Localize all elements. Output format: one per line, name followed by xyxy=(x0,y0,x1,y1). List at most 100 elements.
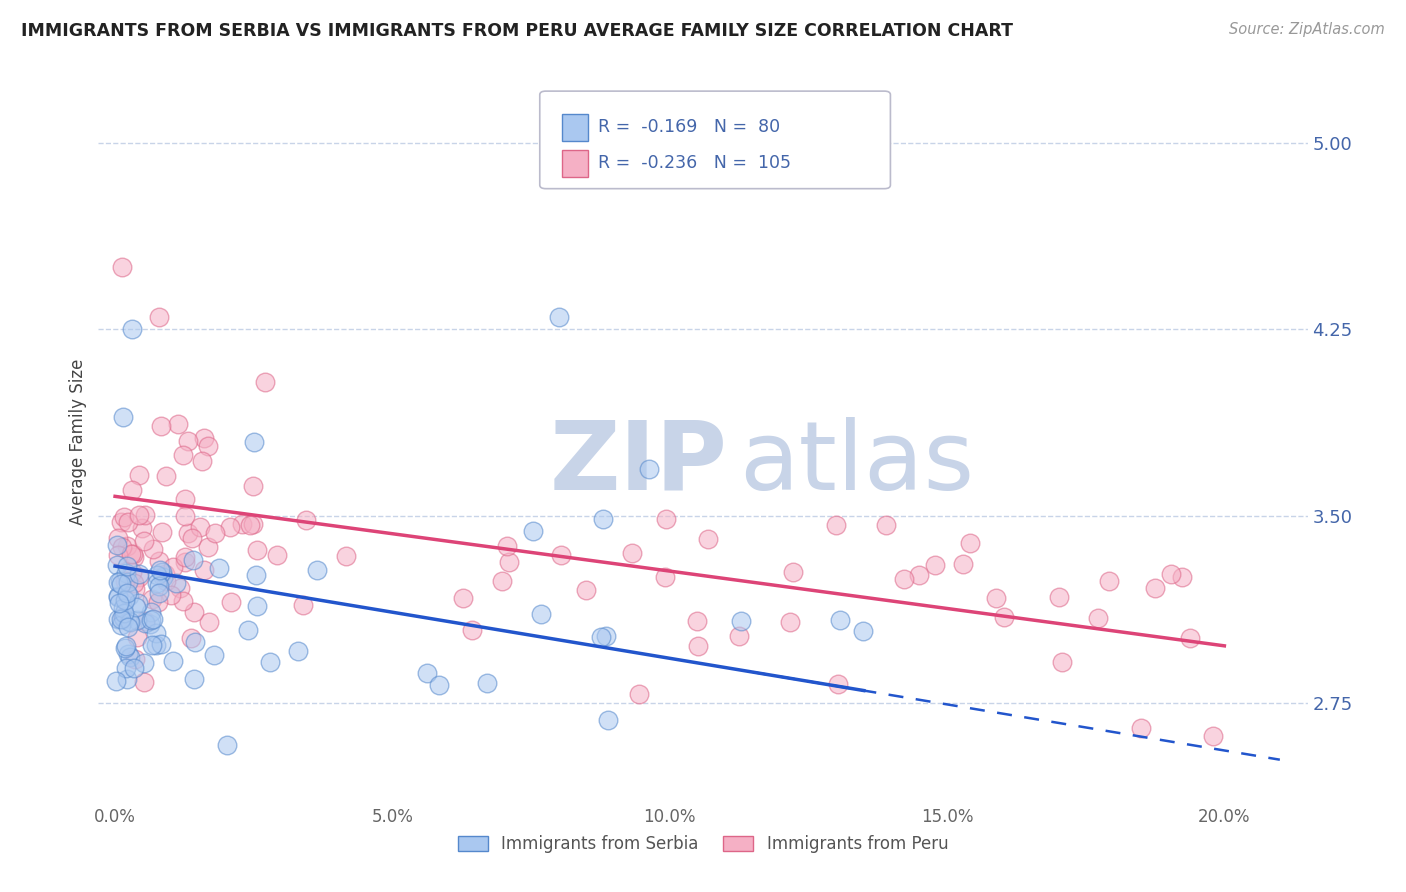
Text: IMMIGRANTS FROM SERBIA VS IMMIGRANTS FROM PERU AVERAGE FAMILY SIZE CORRELATION C: IMMIGRANTS FROM SERBIA VS IMMIGRANTS FRO… xyxy=(21,22,1014,40)
Point xyxy=(522,524,544,539)
Point xyxy=(173,509,195,524)
Point xyxy=(172,594,194,608)
Point xyxy=(167,417,190,432)
Point xyxy=(110,617,132,632)
Point xyxy=(591,630,613,644)
Point xyxy=(169,581,191,595)
Point xyxy=(246,543,269,558)
Point xyxy=(183,672,205,686)
Point xyxy=(190,520,212,534)
Point xyxy=(142,541,165,556)
Point xyxy=(134,534,156,549)
Point xyxy=(115,586,138,600)
Point xyxy=(128,508,150,522)
Point xyxy=(131,521,153,535)
Point xyxy=(105,673,128,688)
Point xyxy=(1047,590,1070,604)
Point xyxy=(148,595,170,609)
Point xyxy=(893,572,915,586)
Point xyxy=(242,516,264,531)
Point xyxy=(852,624,875,639)
Point xyxy=(125,613,148,627)
Point xyxy=(180,532,202,546)
Point xyxy=(686,614,709,628)
Point xyxy=(1160,566,1182,581)
Point xyxy=(197,540,219,554)
Point xyxy=(335,549,357,563)
Point xyxy=(1202,729,1225,743)
Point xyxy=(141,592,163,607)
Point xyxy=(176,525,198,540)
Point xyxy=(181,553,204,567)
Point xyxy=(592,512,614,526)
Point xyxy=(142,612,165,626)
Point xyxy=(134,615,156,630)
Point xyxy=(108,574,131,589)
Point xyxy=(117,574,139,589)
Point xyxy=(184,635,207,649)
Point xyxy=(728,630,751,644)
Point xyxy=(148,578,170,592)
Point xyxy=(145,626,167,640)
Point xyxy=(697,533,720,547)
Point xyxy=(155,574,177,589)
Point xyxy=(128,566,150,581)
Point xyxy=(475,675,498,690)
Point xyxy=(128,570,150,584)
Point xyxy=(959,536,981,550)
Point xyxy=(197,439,219,453)
Point xyxy=(120,547,142,561)
Point xyxy=(110,516,132,530)
Point xyxy=(547,310,569,324)
Point xyxy=(114,566,136,580)
Point xyxy=(153,566,176,581)
Text: R =  -0.169   N =  80: R = -0.169 N = 80 xyxy=(598,119,780,136)
Point xyxy=(139,617,162,632)
Point xyxy=(180,631,202,645)
Point xyxy=(148,586,170,600)
Point xyxy=(952,557,974,571)
Point xyxy=(112,409,135,424)
Point xyxy=(239,518,262,533)
Point xyxy=(107,558,129,572)
Point xyxy=(1050,655,1073,669)
Point xyxy=(134,674,156,689)
Point xyxy=(266,548,288,562)
Point xyxy=(127,596,149,610)
Point xyxy=(120,650,142,665)
Point xyxy=(114,574,136,588)
Point xyxy=(117,620,139,634)
Text: atlas: atlas xyxy=(740,417,974,509)
Point xyxy=(134,615,156,629)
Point xyxy=(160,588,183,602)
Text: R =  -0.236   N =  105: R = -0.236 N = 105 xyxy=(598,154,790,172)
Point xyxy=(145,568,167,582)
Point xyxy=(498,556,520,570)
FancyBboxPatch shape xyxy=(561,113,588,141)
Point xyxy=(112,510,135,524)
FancyBboxPatch shape xyxy=(561,150,588,178)
Point xyxy=(596,713,619,727)
Point xyxy=(150,524,173,539)
Point xyxy=(121,322,143,336)
Point xyxy=(110,612,132,626)
Point xyxy=(654,511,676,525)
Point xyxy=(111,609,134,624)
Point xyxy=(595,629,617,643)
Point xyxy=(111,260,134,274)
Point xyxy=(121,483,143,498)
Point xyxy=(530,607,553,621)
Point xyxy=(824,517,846,532)
Point xyxy=(107,548,129,562)
Point xyxy=(637,461,659,475)
Point xyxy=(134,656,156,670)
Point xyxy=(107,531,129,545)
Point xyxy=(107,574,129,589)
Point xyxy=(127,630,149,644)
Point xyxy=(134,508,156,523)
Point xyxy=(427,678,450,692)
Point xyxy=(1171,570,1194,584)
Point xyxy=(150,637,173,651)
Point xyxy=(114,661,136,675)
Point xyxy=(162,560,184,574)
